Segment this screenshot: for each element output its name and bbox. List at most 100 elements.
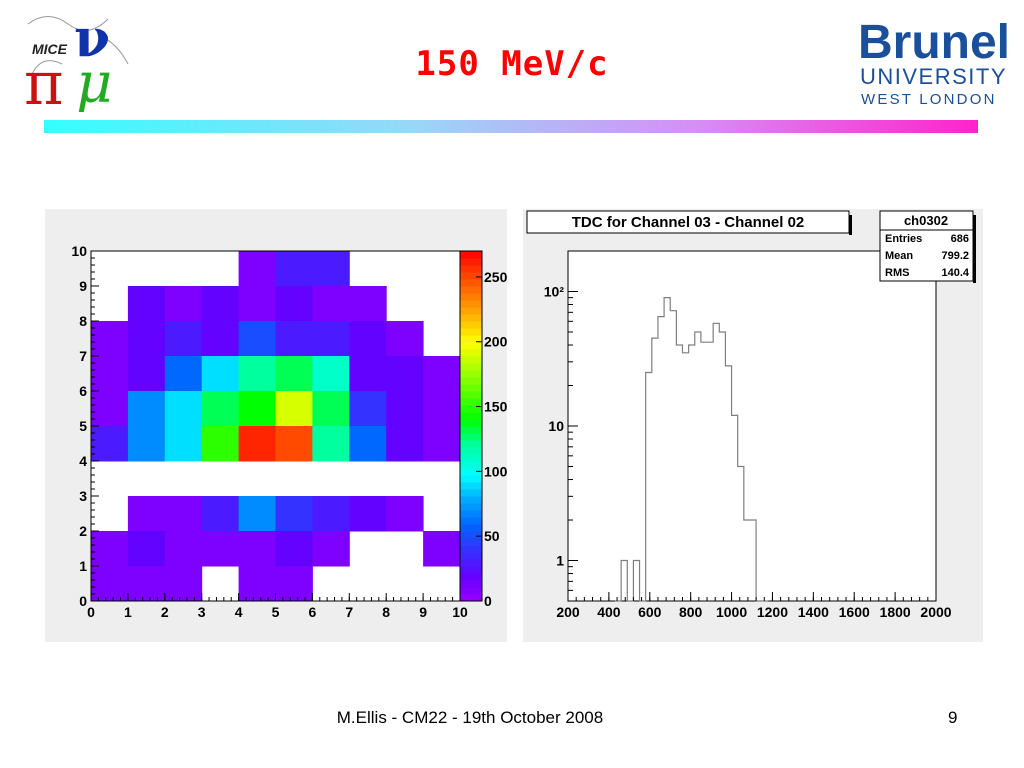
heatmap-cell	[349, 496, 387, 532]
colorbar-segment	[460, 482, 482, 490]
colorbar-tick-label: 150	[484, 399, 507, 415]
colorbar-segment	[460, 517, 482, 525]
heatmap-cell	[201, 496, 240, 532]
histogram-title: TDC for Channel 03 - Channel 02	[572, 214, 805, 231]
colorbar-segment	[460, 384, 482, 392]
stats-row-value: 686	[951, 233, 969, 245]
brunel-logo-line2: UNIVERSITY	[860, 64, 1007, 89]
heatmap-y-tick-label: 1	[79, 558, 87, 574]
heatmap-cell	[312, 426, 350, 462]
colorbar-segment	[460, 272, 482, 280]
colorbar-segment	[460, 377, 482, 385]
heatmap-cell	[275, 321, 313, 357]
heatmap-cell	[238, 321, 276, 357]
colorbar-segment	[460, 531, 482, 539]
histogram-series	[615, 297, 769, 602]
colorbar-segment	[460, 356, 482, 364]
heatmap-cell	[164, 286, 203, 322]
heatmap-y-tick-label: 10	[71, 243, 87, 259]
histogram-y-tick-label: 1	[556, 553, 564, 569]
colorbar-segment	[460, 363, 482, 371]
colorbar-segment	[460, 538, 482, 546]
heatmap-y-tick-label: 2	[79, 523, 87, 539]
heatmap-cell	[312, 286, 350, 322]
colorbar-tick-label: 250	[484, 269, 507, 285]
heatmap-cell	[275, 286, 313, 322]
heatmap-cell	[164, 566, 203, 602]
slide-title: 150 MeV/c	[415, 44, 609, 84]
colorbar-segment	[460, 447, 482, 455]
heatmap-x-tick-label: 0	[87, 604, 95, 620]
heatmap-cell	[238, 251, 276, 287]
colorbar-segment	[460, 405, 482, 413]
colorbar-segment	[460, 461, 482, 469]
colorbar-segment	[460, 510, 482, 518]
histogram-x-tick-label: 2000	[920, 604, 951, 620]
heatmap-cell	[312, 531, 350, 567]
mice-logo-text: MICE	[32, 41, 68, 57]
colorbar-segment	[460, 412, 482, 420]
heatmap-cell	[91, 321, 129, 357]
histogram-chart: TDC for Channel 03 - Channel 02 ch0302 Ent…	[526, 210, 976, 620]
heatmap-cell	[238, 391, 276, 427]
heatmap-cell	[423, 531, 461, 567]
heatmap-cell	[201, 356, 240, 392]
colorbar-segment	[460, 426, 482, 434]
histogram-x-tick-label: 1000	[716, 604, 747, 620]
heatmap-x-tick-label: 3	[198, 604, 206, 620]
histogram-x-tick-label: 200	[556, 604, 580, 620]
colorbar-segment	[460, 398, 482, 406]
colorbar-segment	[460, 419, 482, 427]
heatmap-cell	[386, 356, 424, 392]
colorbar-segment	[460, 251, 482, 259]
heatmap-cell	[164, 356, 203, 392]
heatmap-y-tick-label: 4	[79, 453, 87, 469]
stats-row-value: 799.2	[941, 250, 969, 262]
heatmap-cell	[423, 356, 461, 392]
colorbar-segment	[460, 314, 482, 322]
heatmap-cell	[127, 531, 166, 567]
colorbar-segment	[460, 349, 482, 357]
colorbar-segment	[460, 370, 482, 378]
colorbar-segment	[460, 559, 482, 567]
colorbar-segment	[460, 391, 482, 399]
heatmap-cell	[312, 251, 350, 287]
stats-row-label: Mean	[885, 250, 913, 262]
colorbar-segment	[460, 321, 482, 329]
heatmap-cell	[201, 531, 240, 567]
colorbar-segment	[460, 468, 482, 476]
brunel-logo-line1: Brunel	[858, 16, 1010, 69]
histogram-plot-area	[567, 250, 937, 602]
heatmap-y-tick-label: 8	[79, 313, 87, 329]
heatmap-cell	[238, 356, 276, 392]
histogram-x-tick-label: 600	[638, 604, 662, 620]
heatmap-cell	[386, 391, 424, 427]
heatmap-cell	[349, 391, 387, 427]
histogram-x-tick-label: 1800	[880, 604, 911, 620]
colorbar-segment	[460, 566, 482, 574]
colorbar-frame	[459, 250, 483, 602]
colorbar-segment	[460, 587, 482, 595]
histogram-panel: TDC for Channel 03 - Channel 02 ch0302 Ent…	[523, 209, 983, 642]
brunel-logo: Brunel UNIVERSITY WEST LONDON	[850, 6, 1022, 116]
heatmap-cell	[164, 496, 203, 532]
heatmap-cell	[238, 496, 276, 532]
footer-text: M.Ellis - CM22 - 19th October 2008	[336, 708, 604, 727]
stats-row-value: 140.4	[941, 267, 969, 279]
heatmap-cell	[349, 321, 387, 357]
heatmap-cell	[423, 426, 461, 462]
heatmap-cell	[312, 496, 350, 532]
colorbar-segment	[460, 454, 482, 462]
heatmap-cell	[127, 426, 166, 462]
colorbar-segment	[460, 594, 482, 602]
heatmap-cell	[349, 286, 387, 322]
heatmap-cell	[275, 251, 313, 287]
heatmap-cell	[127, 566, 166, 602]
stats-box-name: ch0302	[904, 213, 948, 228]
heatmap-cell	[238, 286, 276, 322]
heatmap-x-tick-label: 4	[235, 604, 243, 620]
colorbar-segment	[460, 552, 482, 560]
heatmap-y-tick-label: 6	[79, 383, 87, 399]
heatmap-cell	[201, 426, 240, 462]
mice-logo-mu: μ	[76, 51, 112, 112]
